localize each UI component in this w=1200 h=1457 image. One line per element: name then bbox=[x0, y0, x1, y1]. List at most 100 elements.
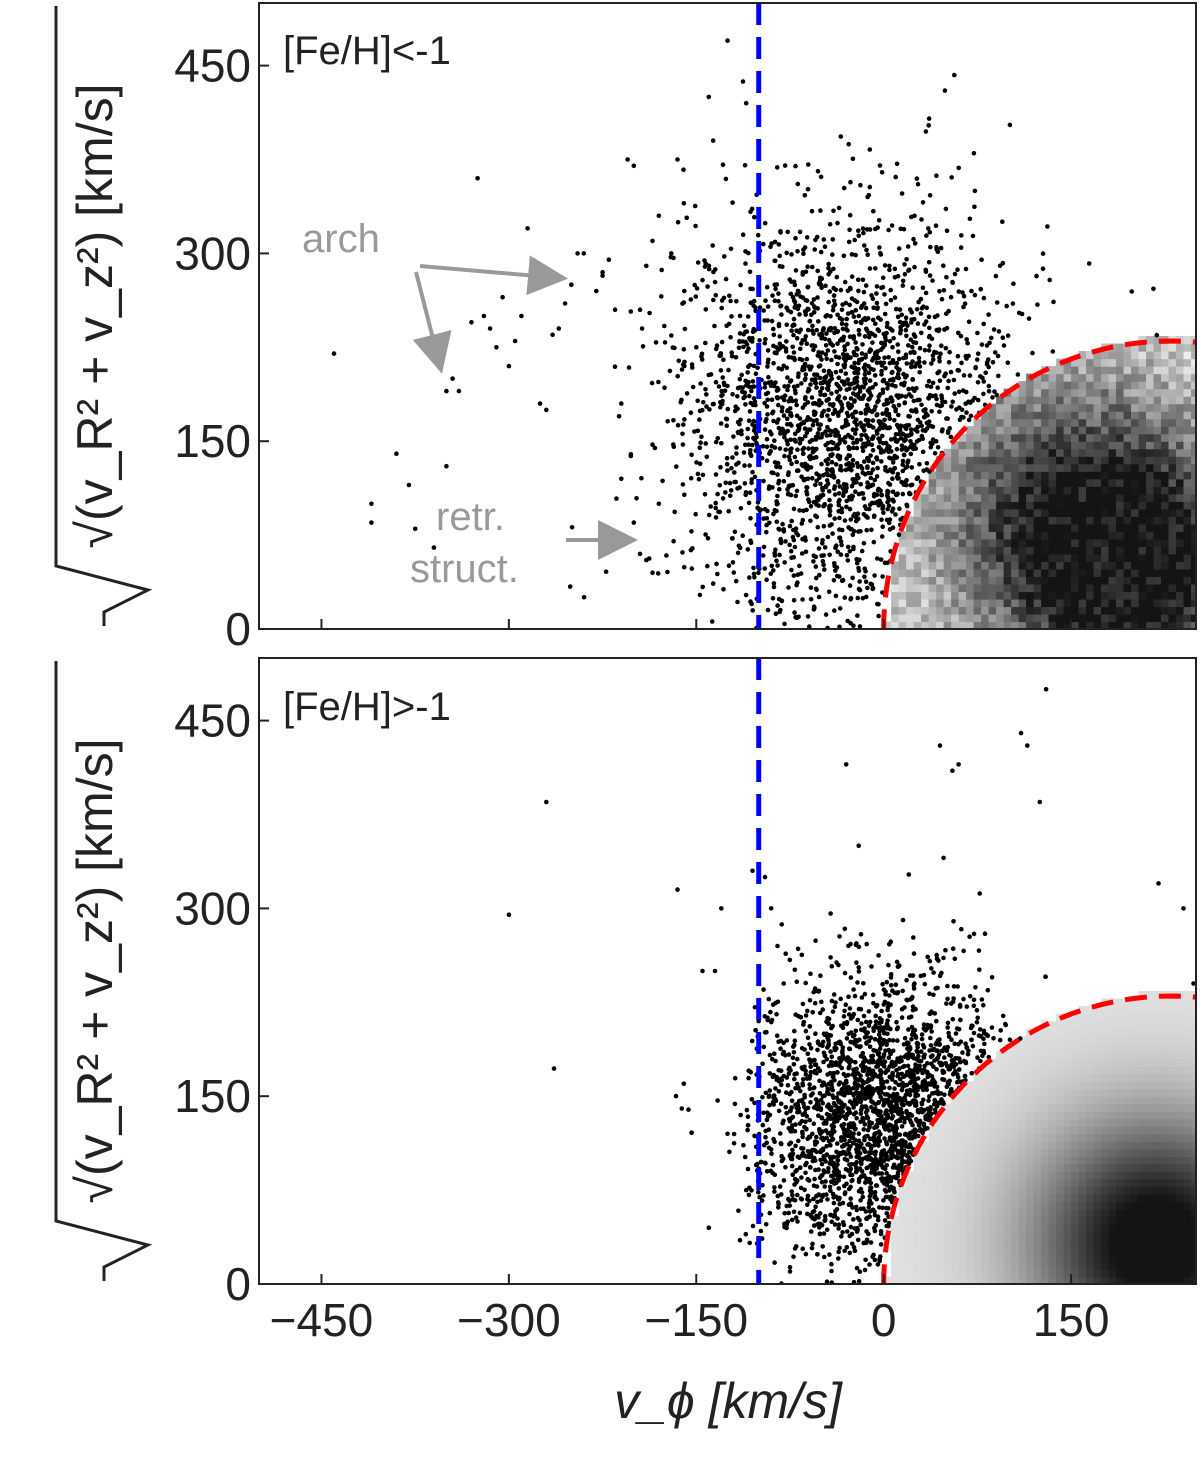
density-cell bbox=[1116, 614, 1124, 622]
density-cell bbox=[981, 1126, 989, 1134]
density-cell bbox=[1034, 516, 1042, 524]
density-cell bbox=[1109, 1089, 1117, 1097]
scatter-point bbox=[864, 595, 869, 600]
scatter-point bbox=[789, 568, 794, 573]
density-cell bbox=[1101, 471, 1109, 479]
density-cell bbox=[1146, 1231, 1154, 1239]
density-cell bbox=[1056, 1246, 1064, 1254]
density-cell bbox=[1146, 1036, 1154, 1044]
density-cell bbox=[1071, 1111, 1079, 1119]
scatter-point bbox=[847, 240, 852, 245]
scatter-point bbox=[827, 553, 832, 558]
density-cell bbox=[1169, 1201, 1177, 1209]
density-cell bbox=[1116, 1014, 1124, 1022]
density-cell bbox=[1161, 1231, 1169, 1239]
scatter-point bbox=[698, 593, 703, 598]
density-cell bbox=[1019, 1059, 1027, 1067]
density-cell bbox=[1176, 501, 1184, 509]
scatter-point bbox=[827, 590, 832, 595]
scatter-point bbox=[804, 485, 809, 490]
density-cell bbox=[944, 614, 952, 622]
density-cell bbox=[1086, 1269, 1094, 1277]
scatter-point bbox=[800, 597, 805, 602]
scatter-point bbox=[719, 441, 724, 446]
density-cell bbox=[1086, 1239, 1094, 1247]
density-cell bbox=[914, 1171, 922, 1179]
density-cell bbox=[1019, 471, 1027, 479]
density-cell bbox=[1056, 1021, 1064, 1029]
density-cell bbox=[1086, 1081, 1094, 1089]
scatter-point bbox=[975, 357, 980, 362]
density-cell bbox=[1154, 381, 1162, 389]
density-cell bbox=[1041, 1216, 1049, 1224]
scatter-point bbox=[830, 531, 835, 536]
scatter-point bbox=[855, 384, 860, 389]
density-cell bbox=[981, 546, 989, 554]
density-cell bbox=[1064, 501, 1072, 509]
scatter-point bbox=[689, 297, 694, 302]
scatter-point bbox=[761, 242, 766, 247]
scatter-point bbox=[856, 476, 861, 481]
density-cell bbox=[1064, 1149, 1072, 1157]
density-cell bbox=[1026, 471, 1034, 479]
density-cell bbox=[1049, 1239, 1057, 1247]
density-cell bbox=[1101, 1111, 1109, 1119]
density-cell bbox=[1124, 1246, 1132, 1254]
scatter-point bbox=[868, 266, 873, 271]
density-cell bbox=[989, 1194, 997, 1202]
density-cell bbox=[1184, 374, 1192, 382]
scatter-point bbox=[937, 355, 942, 360]
density-cell bbox=[981, 501, 989, 509]
scatter-point bbox=[763, 337, 768, 342]
density-cell bbox=[1094, 1134, 1102, 1142]
density-cell bbox=[1109, 1156, 1117, 1164]
scatter-point bbox=[847, 386, 852, 391]
density-cell bbox=[1079, 531, 1087, 539]
density-cell bbox=[1064, 1059, 1072, 1067]
scatter-point bbox=[924, 129, 929, 134]
scatter-point bbox=[919, 331, 924, 336]
density-cell bbox=[1131, 1141, 1139, 1149]
density-cell bbox=[1146, 591, 1154, 599]
scatter-point bbox=[714, 293, 719, 298]
scatter-point bbox=[981, 392, 986, 397]
density-cell bbox=[981, 1224, 989, 1232]
density-cell bbox=[906, 1246, 914, 1254]
scatter-point bbox=[693, 204, 698, 209]
density-cell bbox=[1124, 449, 1132, 457]
density-cell bbox=[1131, 494, 1139, 502]
scatter-point bbox=[881, 276, 886, 281]
density-cell bbox=[1139, 1014, 1147, 1022]
density-cell bbox=[1169, 1014, 1177, 1022]
scatter-point bbox=[675, 374, 680, 379]
density-cell bbox=[1019, 1231, 1027, 1239]
scatter-point bbox=[766, 375, 771, 380]
density-cell bbox=[936, 614, 944, 622]
density-cell bbox=[1094, 1239, 1102, 1247]
density-cell bbox=[1049, 1089, 1057, 1097]
scatter-point bbox=[1030, 351, 1035, 356]
density-cell bbox=[1034, 1186, 1042, 1194]
density-cell bbox=[936, 561, 944, 569]
density-cell bbox=[1109, 1081, 1117, 1089]
density-cell bbox=[1079, 381, 1087, 389]
scatter-point bbox=[829, 373, 834, 378]
density-cell bbox=[936, 1261, 944, 1269]
density-cell bbox=[1079, 404, 1087, 412]
density-cell bbox=[1026, 1239, 1034, 1247]
density-cell bbox=[1079, 374, 1087, 382]
density-cell bbox=[1139, 501, 1147, 509]
scatter-point bbox=[888, 361, 893, 366]
scatter-point bbox=[743, 481, 748, 486]
density-cell bbox=[1139, 1194, 1147, 1202]
scatter-point bbox=[733, 530, 738, 535]
density-cell bbox=[1086, 516, 1094, 524]
density-cell bbox=[951, 599, 959, 607]
density-cell bbox=[1026, 1164, 1034, 1172]
scatter-point bbox=[843, 518, 848, 523]
scatter-point bbox=[842, 344, 847, 349]
scatter-point bbox=[949, 404, 954, 409]
density-cell bbox=[1101, 1119, 1109, 1127]
scatter-point bbox=[777, 527, 782, 532]
scatter-point bbox=[600, 530, 605, 535]
